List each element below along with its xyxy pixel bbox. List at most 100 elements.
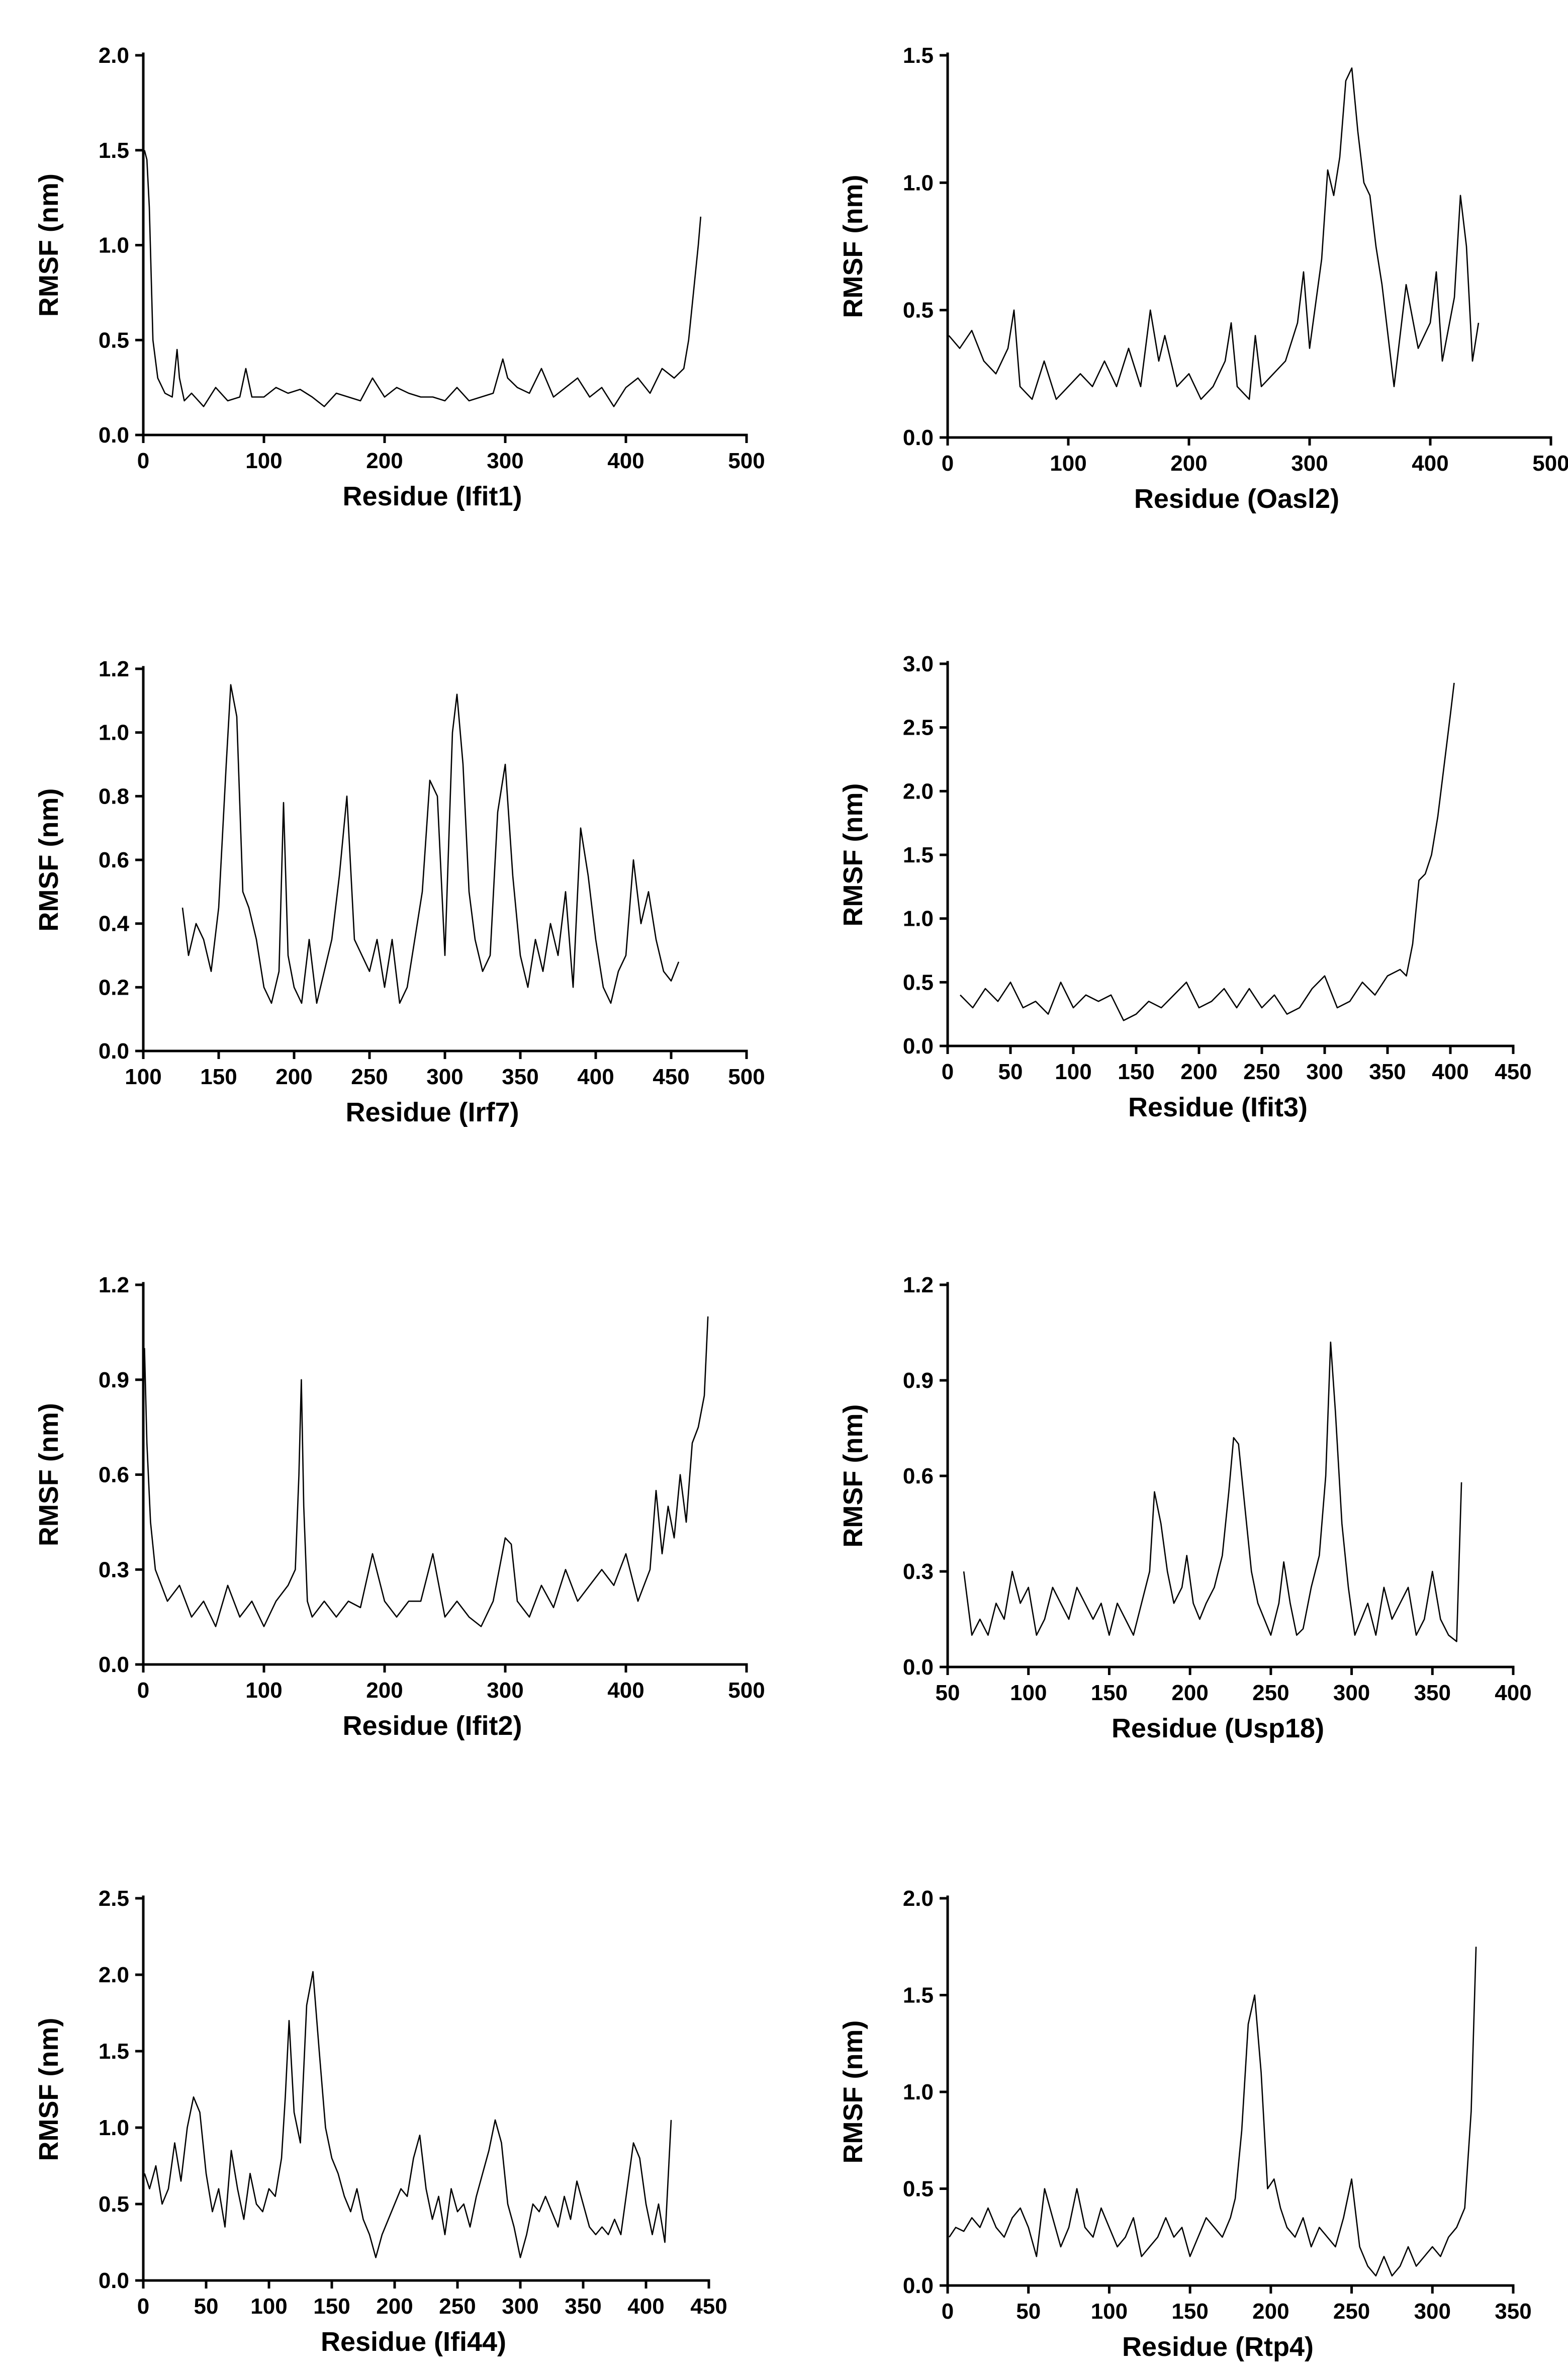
panel-ifit1: 0.0 0.5 1.0 1.5 2.0 0 100 200 300 400 500 Residue (… <box>34 43 765 511</box>
y-tick-label: 0.9 <box>99 1368 129 1392</box>
x-tick-label: 200 <box>275 1065 312 1089</box>
y-tick-label: 2.5 <box>99 1886 129 1911</box>
y-tick-label: 1.0 <box>903 170 934 195</box>
x-tick-label: 400 <box>627 2294 664 2319</box>
x-tick-label: 50 <box>194 2294 219 2319</box>
y-tick-label: 0.0 <box>903 2273 934 2298</box>
y-tick-label: 1.5 <box>99 138 129 163</box>
y-tick-label: 0.0 <box>99 2268 129 2293</box>
y-axis-title: RMSF (nm) <box>838 175 868 318</box>
x-tick-label: 150 <box>313 2294 350 2319</box>
x-tick-label: 300 <box>1306 1060 1343 1084</box>
y-axis-title: RMSF (nm) <box>34 2018 64 2161</box>
x-tick-label: 350 <box>1414 1681 1451 1705</box>
x-tick-label: 250 <box>1252 1681 1289 1705</box>
x-tick-label: 500 <box>728 1065 765 1089</box>
y-axis-title: RMSF (nm) <box>838 783 868 927</box>
x-axis-title: Residue (Usp18) <box>1112 1713 1324 1743</box>
x-tick-label: 50 <box>998 1060 1023 1084</box>
x-tick-label: 500 <box>1532 451 1568 476</box>
x-axis-title: Residue (Rtp4) <box>1122 2332 1314 2362</box>
x-tick-label: 450 <box>1495 1060 1531 1084</box>
x-tick-label: 150 <box>1118 1060 1154 1084</box>
x-tick-label: 200 <box>1252 2299 1289 2324</box>
y-tick-label: 0.5 <box>99 328 129 353</box>
panel-oasl2: 0.0 0.5 1.0 1.5 0 100 200 300 400 500 Residue (Oas… <box>838 43 1568 514</box>
x-tick-label: 250 <box>351 1065 388 1089</box>
x-tick-label: 200 <box>1170 451 1207 476</box>
y-tick-label: 1.5 <box>903 1983 934 2008</box>
panel-ifit2: 0.0 0.3 0.6 0.9 1.2 0 100 200 300 400 500 Residue (… <box>34 1273 765 1741</box>
x-tick-label: 300 <box>1333 1681 1370 1705</box>
y-tick-label: 0.9 <box>903 1368 934 1393</box>
rmsf-series-line <box>949 1947 1477 2277</box>
x-tick-label: 350 <box>1495 2299 1531 2324</box>
x-tick-label: 500 <box>728 1678 765 1703</box>
y-tick-label: 0.2 <box>99 975 129 1000</box>
x-tick-label: 400 <box>607 1678 644 1703</box>
x-tick-label: 300 <box>426 1065 463 1089</box>
x-tick-label: 450 <box>690 2294 727 2319</box>
x-tick-label: 100 <box>1050 451 1086 476</box>
y-tick-label: 1.0 <box>99 2116 129 2140</box>
y-tick-label: 1.0 <box>903 2080 934 2104</box>
x-tick-label: 400 <box>1495 1681 1531 1705</box>
y-tick-label: 1.2 <box>903 1273 934 1297</box>
y-tick-label: 0.6 <box>99 1463 129 1487</box>
x-tick-label: 300 <box>502 2294 538 2319</box>
y-tick-label: 1.0 <box>99 233 129 258</box>
x-tick-label: 0 <box>137 1678 149 1703</box>
x-tick-label: 50 <box>1016 2299 1041 2324</box>
x-axis-title: Residue (Ifi44) <box>321 2327 506 2357</box>
y-axis-title: RMSF (nm) <box>34 788 64 932</box>
y-tick-label: 1.0 <box>99 721 129 745</box>
x-tick-label: 500 <box>728 449 765 473</box>
panel-rtp4: 0.0 0.5 1.0 1.5 2.0 0 50 100 150 200 250 300 350 Resi… <box>838 1886 1532 2362</box>
y-tick-label: 0.5 <box>903 970 934 995</box>
panel-ifit3: 0.0 0.5 1.0 1.5 2.0 2.5 3.0 0 50 100 150 200 250 300 3… <box>838 652 1532 1122</box>
y-tick-label: 2.0 <box>903 1886 934 1911</box>
x-axis-title: Residue (Oasl2) <box>1134 484 1339 514</box>
y-axis-title: RMSF (nm) <box>34 1403 64 1546</box>
x-tick-label: 100 <box>1055 1060 1091 1084</box>
y-tick-label: 0.3 <box>99 1557 129 1582</box>
y-axis-title: RMSF (nm) <box>838 1404 868 1548</box>
x-tick-label: 300 <box>1414 2299 1451 2324</box>
y-tick-label: 0.4 <box>99 912 130 936</box>
x-tick-label: 100 <box>1091 2299 1128 2324</box>
x-tick-label: 0 <box>942 451 954 476</box>
x-tick-label: 450 <box>653 1065 689 1089</box>
rmsf-series-line <box>963 1341 1462 1642</box>
panel-ifi44: 0.0 0.5 1.0 1.5 2.0 2.5 0 50 100 150 200 250 300 350 4… <box>34 1886 727 2357</box>
x-tick-label: 0 <box>137 449 149 473</box>
y-tick-label: 0.5 <box>903 2177 934 2202</box>
x-tick-label: 250 <box>1333 2299 1370 2324</box>
x-tick-label: 300 <box>1291 451 1328 476</box>
x-tick-label: 0 <box>137 2294 149 2319</box>
y-tick-label: 0.3 <box>903 1559 934 1584</box>
x-tick-label: 150 <box>200 1065 237 1089</box>
y-tick-label: 0.0 <box>99 1039 129 1064</box>
x-tick-label: 100 <box>250 2294 287 2319</box>
x-tick-label: 200 <box>1171 1681 1208 1705</box>
rmsf-series-line <box>181 684 680 1004</box>
x-tick-label: 150 <box>1171 2299 1208 2324</box>
y-tick-label: 1.2 <box>99 1273 129 1297</box>
x-tick-label: 250 <box>1243 1060 1280 1084</box>
x-axis-title: Residue (Ifit3) <box>1128 1092 1308 1122</box>
x-axis-title: Residue (Ifit2) <box>342 1711 522 1741</box>
y-tick-label: 0.6 <box>99 848 129 872</box>
x-axis-title: Residue (Irf7) <box>345 1097 519 1127</box>
y-tick-label: 3.0 <box>903 652 934 676</box>
y-tick-label: 2.0 <box>99 43 129 68</box>
rmsf-series-line <box>144 1316 709 1627</box>
rmsf-series-line <box>960 682 1455 1021</box>
x-tick-label: 150 <box>1091 1681 1128 1705</box>
x-tick-label: 250 <box>439 2294 476 2319</box>
y-tick-label: 0.0 <box>99 423 129 448</box>
panel-usp18: 0.0 0.3 0.6 0.9 1.2 50 100 150 200 250 300 350 400 Re… <box>838 1273 1532 1743</box>
x-tick-label: 0 <box>942 2299 954 2324</box>
x-tick-label: 350 <box>565 2294 601 2319</box>
y-tick-label: 2.0 <box>99 1963 129 1987</box>
rmsf-series-line <box>948 67 1480 400</box>
